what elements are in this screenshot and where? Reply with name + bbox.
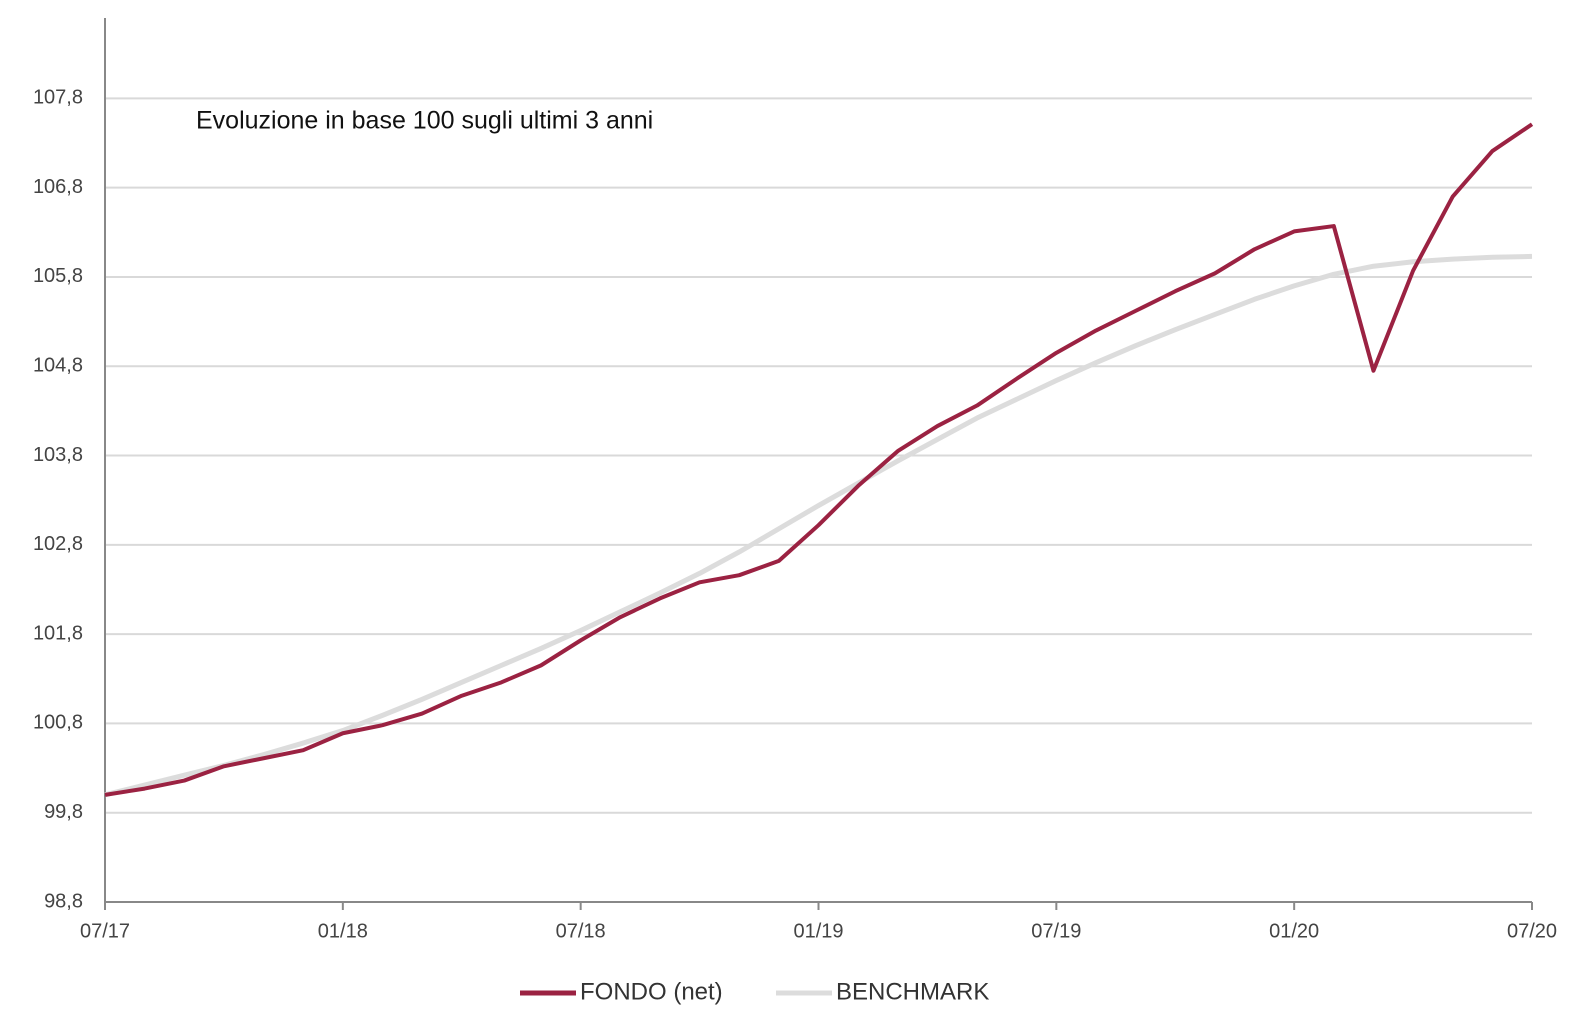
y-tick-label: 101,8: [33, 622, 83, 644]
y-tick-label: 100,8: [33, 712, 83, 734]
annotation: Evoluzione in base 100 sugli ultimi 3 an…: [196, 107, 653, 135]
y-tick-label: 104,8: [33, 355, 83, 377]
x-tick-label: 01/18: [318, 920, 368, 942]
y-tick-label: 103,8: [33, 444, 83, 466]
y-tick-label: 102,8: [33, 533, 83, 555]
x-tick-label: 01/19: [793, 920, 843, 942]
x-tick-label: 07/19: [1031, 920, 1081, 942]
x-tick-label: 07/18: [556, 920, 606, 942]
y-tick-label: 107,8: [33, 87, 83, 109]
series-line: [104, 253, 1533, 798]
y-tick-label: 99,8: [44, 801, 83, 823]
legend-label: FONDO (net): [580, 978, 723, 1005]
x-tick-label: 01/20: [1269, 920, 1319, 942]
y-tick-label: 105,8: [33, 265, 83, 287]
x-tick-label: 07/17: [80, 920, 130, 942]
y-tick-label: 98,8: [44, 890, 83, 912]
x-tick-label: 07/20: [1507, 920, 1557, 942]
plot: 98,8 99,8 100,8 101,8 102,8 103,8 104,8 105,8 10…: [33, 18, 1557, 1005]
y-tick-label: 106,8: [33, 176, 83, 198]
series-line: [104, 122, 1534, 797]
legend-label: BENCHMARK: [836, 978, 989, 1005]
